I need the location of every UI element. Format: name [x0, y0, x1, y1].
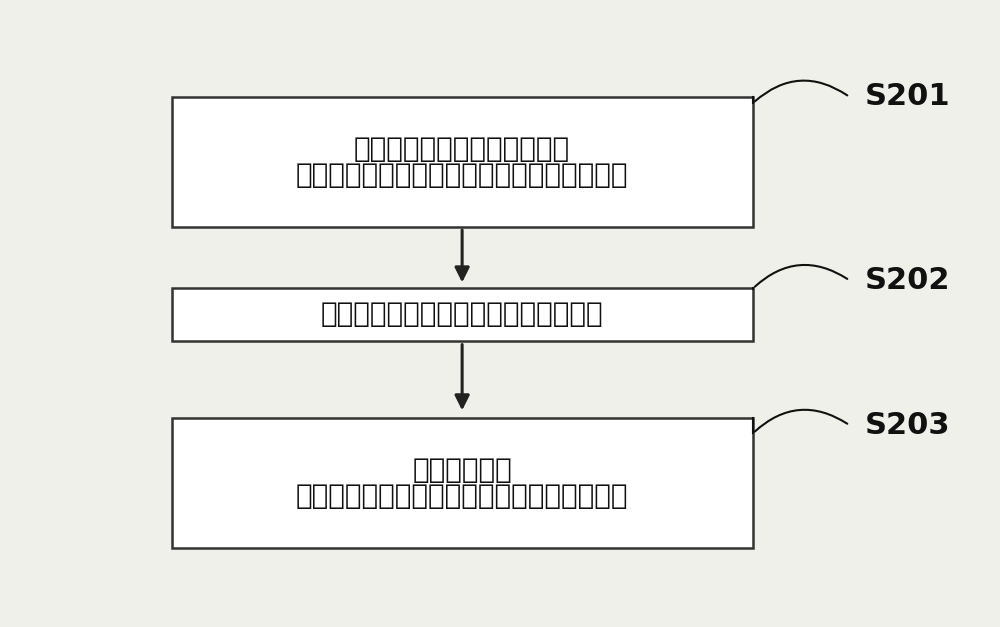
Text: 生成包围所述检测目标的目标框，并令所述目: 生成包围所述检测目标的目标框，并令所述目	[296, 161, 628, 189]
Text: 标框和所述检测目标同步运动: 标框和所述检测目标同步运动	[354, 135, 570, 163]
FancyBboxPatch shape	[172, 418, 753, 549]
Text: 记录所述目标框的预设位置的运动轨迹: 记录所述目标框的预设位置的运动轨迹	[321, 300, 603, 328]
FancyBboxPatch shape	[172, 97, 753, 228]
Text: 向和移动距离: 向和移动距离	[412, 456, 512, 484]
Text: S202: S202	[865, 266, 951, 295]
Text: S201: S201	[865, 83, 951, 112]
Text: S203: S203	[865, 411, 951, 440]
FancyBboxPatch shape	[172, 288, 753, 341]
Text: 通过所述运动轨迹获取所述检测目标的移动方: 通过所述运动轨迹获取所述检测目标的移动方	[296, 482, 628, 510]
